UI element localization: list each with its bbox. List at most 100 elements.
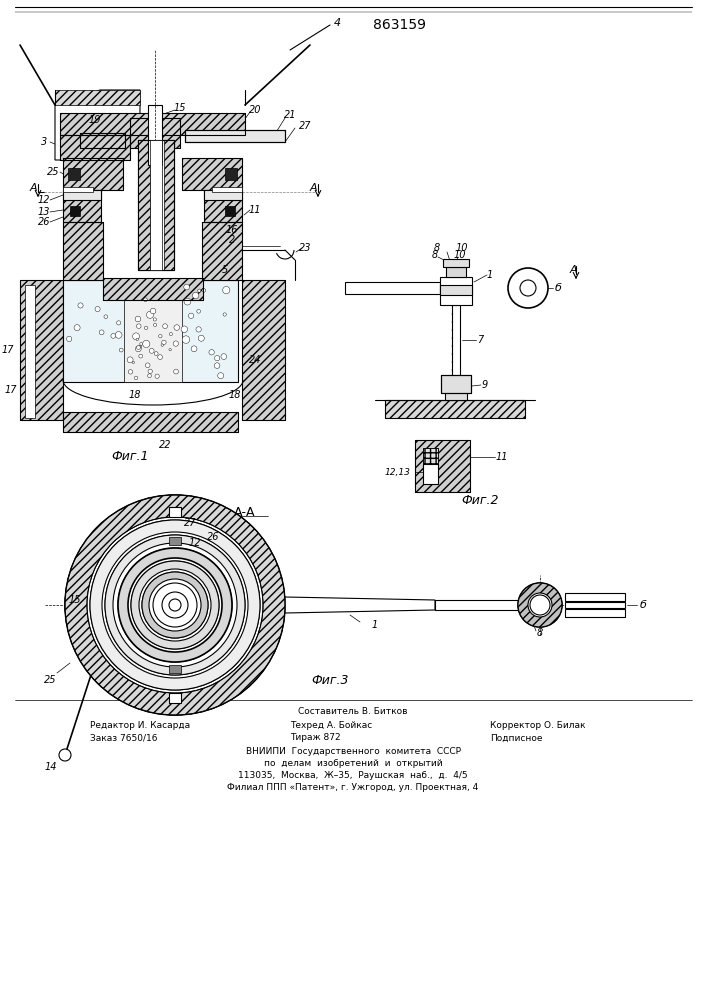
Text: 1: 1 [487, 270, 493, 280]
Circle shape [104, 315, 107, 319]
Text: 113035,  Москва,  Ж–35,  Раушская  наб.,  д.  4/5: 113035, Москва, Ж–35, Раушская наб., д. … [238, 770, 468, 780]
Circle shape [184, 284, 189, 290]
Circle shape [163, 324, 168, 329]
Wedge shape [65, 495, 285, 715]
Bar [164, 140, 174, 270]
Circle shape [530, 595, 550, 615]
Circle shape [136, 346, 141, 349]
Circle shape [214, 356, 220, 361]
Text: 3: 3 [41, 137, 47, 147]
Bar [202, 222, 242, 280]
Circle shape [148, 374, 151, 378]
Text: Корректор О. Билак: Корректор О. Билак [490, 720, 585, 730]
Bar [565, 602, 625, 608]
Circle shape [202, 289, 206, 292]
Circle shape [155, 374, 159, 378]
Text: 13: 13 [37, 207, 50, 217]
Circle shape [136, 338, 139, 341]
Bar [63, 280, 238, 382]
Text: 26: 26 [37, 217, 50, 227]
Bar [169, 665, 181, 673]
Circle shape [146, 311, 153, 318]
Text: 18: 18 [129, 390, 141, 400]
Text: 10: 10 [454, 250, 466, 260]
Wedge shape [131, 561, 219, 649]
Text: Составитель В. Битков: Составитель В. Битков [298, 708, 408, 716]
Bar [20, 280, 63, 420]
Text: 22: 22 [159, 440, 171, 450]
Text: Тираж 872: Тираж 872 [290, 734, 341, 742]
Bar [452, 305, 460, 380]
Circle shape [133, 333, 139, 340]
Text: 14: 14 [45, 762, 57, 772]
Bar [385, 400, 525, 418]
Text: 17: 17 [4, 385, 17, 395]
Circle shape [149, 348, 154, 353]
Bar [63, 158, 123, 190]
Circle shape [158, 334, 162, 338]
Circle shape [142, 572, 208, 638]
Bar [138, 140, 150, 270]
Text: 12: 12 [37, 195, 50, 205]
Bar [423, 448, 438, 464]
Bar [345, 282, 440, 294]
Circle shape [74, 325, 80, 331]
Wedge shape [105, 535, 245, 675]
Text: 7: 7 [477, 335, 483, 345]
Bar [441, 375, 471, 393]
Bar [445, 380, 467, 400]
Circle shape [90, 520, 260, 690]
Bar [415, 440, 470, 492]
Bar [20, 280, 63, 420]
Bar [204, 190, 242, 222]
Circle shape [174, 325, 180, 330]
Bar [202, 222, 242, 280]
Bar [63, 190, 101, 222]
Bar [25, 285, 35, 418]
Text: А: А [570, 265, 578, 275]
Circle shape [184, 298, 191, 305]
Text: 11: 11 [496, 452, 508, 462]
Text: А-А: А-А [234, 506, 256, 518]
Text: Заказ 7650/16: Заказ 7650/16 [90, 734, 158, 742]
Text: 17: 17 [1, 345, 14, 355]
Bar [63, 190, 101, 200]
Bar [60, 135, 130, 160]
Circle shape [192, 292, 199, 299]
Circle shape [153, 318, 156, 321]
Bar [446, 267, 466, 277]
Circle shape [169, 348, 171, 351]
Circle shape [198, 289, 201, 292]
Circle shape [136, 324, 141, 328]
Circle shape [197, 309, 201, 313]
Bar [130, 118, 180, 148]
Text: 2: 2 [229, 235, 235, 245]
Wedge shape [90, 520, 260, 690]
Text: 27: 27 [184, 518, 197, 528]
Circle shape [132, 361, 134, 364]
Bar [185, 130, 285, 142]
Bar [80, 133, 125, 148]
Bar [415, 440, 470, 492]
Circle shape [221, 354, 227, 359]
Text: 18: 18 [229, 390, 241, 400]
Polygon shape [55, 90, 140, 160]
Circle shape [188, 313, 194, 318]
Circle shape [191, 346, 197, 352]
Circle shape [214, 363, 220, 368]
Text: 863159: 863159 [373, 18, 426, 32]
Circle shape [161, 344, 163, 346]
Bar [63, 412, 238, 432]
Circle shape [153, 583, 197, 627]
Bar [60, 135, 130, 160]
Circle shape [518, 583, 562, 627]
Circle shape [520, 280, 536, 296]
Circle shape [153, 323, 157, 326]
Circle shape [111, 334, 116, 338]
Circle shape [99, 330, 104, 335]
Circle shape [182, 336, 189, 343]
Text: Редактор И. Касарда: Редактор И. Касарда [90, 720, 190, 730]
Bar [150, 140, 162, 270]
Bar [182, 158, 242, 190]
Text: Фиг.2: Фиг.2 [461, 493, 498, 506]
